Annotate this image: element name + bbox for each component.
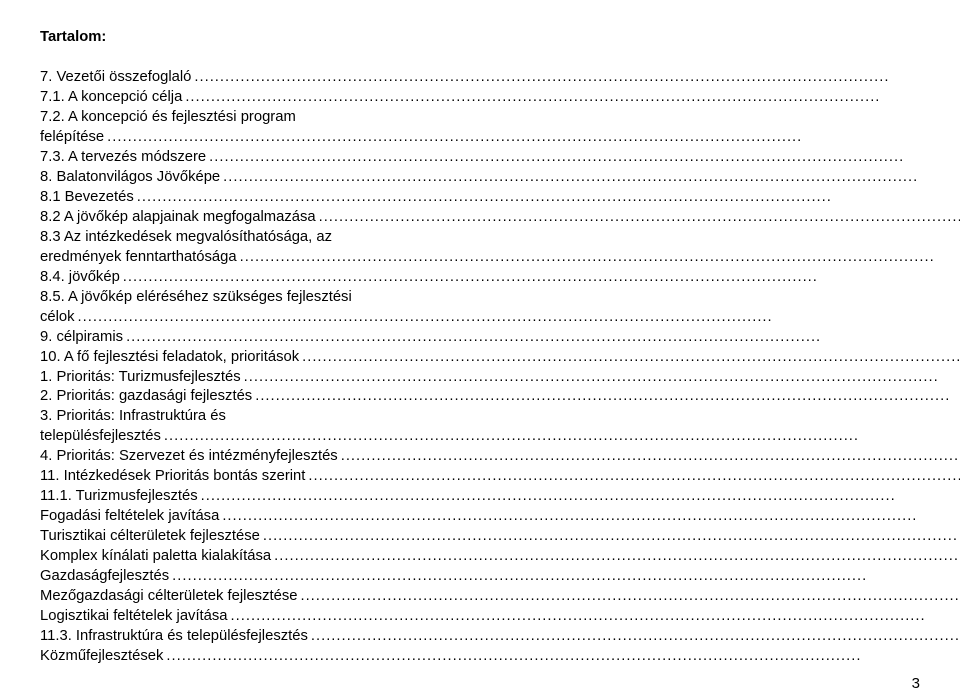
toc-label: településfejlesztés bbox=[40, 427, 161, 447]
toc-entry: 11.1. Turizmusfejlesztés19 bbox=[40, 487, 960, 507]
toc-dots bbox=[240, 248, 960, 268]
document-page: Tartalom: 7. Vezetői összefoglaló47.1. A… bbox=[0, 0, 960, 669]
toc-heading: Tartalom: bbox=[40, 28, 960, 48]
toc-entry: 7.3. A tervezés módszere5 bbox=[40, 148, 960, 168]
toc-label: felépítése bbox=[40, 128, 104, 148]
toc-label: 1. Prioritás: Turizmusfejlesztés bbox=[40, 368, 241, 388]
toc-dots bbox=[263, 527, 960, 547]
toc-entry: 8.4. jövőkép8 bbox=[40, 268, 960, 288]
toc-entry: Közműfejlesztések32 bbox=[40, 647, 960, 667]
toc-label: célok bbox=[40, 308, 75, 328]
toc-entry: 8.3 Az intézkedések megvalósíthatósága, … bbox=[40, 228, 960, 248]
toc-dots bbox=[274, 547, 960, 567]
toc-dots bbox=[300, 587, 960, 607]
toc-dots bbox=[185, 88, 960, 108]
toc-dots bbox=[255, 387, 960, 407]
toc-label: 7.1. A koncepció célja bbox=[40, 88, 182, 108]
toc-dots bbox=[308, 467, 960, 487]
toc-entry: célok8 bbox=[40, 308, 960, 328]
toc-label: Mezőgazdasági célterületek fejlesztése bbox=[40, 587, 297, 607]
toc-label: eredmények fenntarthatósága bbox=[40, 248, 237, 268]
toc-entry: 1. Prioritás: Turizmusfejlesztés11 bbox=[40, 368, 960, 388]
toc-dots bbox=[222, 507, 960, 527]
toc-dots bbox=[302, 348, 960, 368]
toc-label: Komplex kínálati paletta kialakítása bbox=[40, 547, 271, 567]
toc-label: 9. célpiramis bbox=[40, 328, 123, 348]
toc-label: 8.4. jövőkép bbox=[40, 268, 120, 288]
toc-dots bbox=[244, 368, 960, 388]
page-number: 3 bbox=[40, 667, 920, 692]
toc-entry: 8.5. A jövőkép eléréséhez szükséges fejl… bbox=[40, 288, 960, 308]
toc-entry: Logisztikai feltételek javítása30 bbox=[40, 607, 960, 627]
toc-entry: Komplex kínálati paletta kialakítása26 bbox=[40, 547, 960, 567]
toc-entry: 10. A fő fejlesztési feladatok, prioritá… bbox=[40, 348, 960, 368]
toc-entry: 2. Prioritás: gazdasági fejlesztés12 bbox=[40, 387, 960, 407]
toc-label: 8.5. A jövőkép eléréséhez szükséges fejl… bbox=[40, 288, 352, 308]
toc-entry: 7.2. A koncepció és fejlesztési program bbox=[40, 108, 960, 128]
toc-entry: 3. Prioritás: Infrastruktúra és bbox=[40, 407, 960, 427]
toc-label: Fogadási feltételek javítása bbox=[40, 507, 219, 527]
toc-entry: településfejlesztés12 bbox=[40, 427, 960, 447]
toc-dots bbox=[78, 308, 960, 328]
toc-dots bbox=[231, 607, 960, 627]
toc-dots bbox=[126, 328, 960, 348]
toc-entry: eredmények fenntarthatósága8 bbox=[40, 248, 960, 268]
toc-dots bbox=[223, 168, 960, 188]
toc-dots bbox=[166, 647, 960, 667]
toc-entry: Fogadási feltételek javítása19 bbox=[40, 507, 960, 527]
toc-label: 11. Intézkedések Prioritás bontás szerin… bbox=[40, 467, 305, 487]
toc-dots bbox=[201, 487, 960, 507]
toc-entry: 7. Vezetői összefoglaló4 bbox=[40, 68, 960, 88]
toc-dots bbox=[194, 68, 960, 88]
toc-label: 11.3. Infrastruktúra és településfejlesz… bbox=[40, 627, 308, 647]
toc-label: 8.2 A jövőkép alapjainak megfogalmazása bbox=[40, 208, 316, 228]
toc-label: 7.3. A tervezés módszere bbox=[40, 148, 206, 168]
toc-dots bbox=[137, 188, 960, 208]
toc-entry: Turisztikai célterületek fejlesztése22 bbox=[40, 527, 960, 547]
toc-dots bbox=[311, 627, 960, 647]
toc-label: 2. Prioritás: gazdasági fejlesztés bbox=[40, 387, 252, 407]
toc-label: 11.1. Turizmusfejlesztés bbox=[40, 487, 198, 507]
toc-label: 10. A fő fejlesztési feladatok, prioritá… bbox=[40, 348, 299, 368]
toc-dots bbox=[164, 427, 960, 447]
toc-entry: felépítése5 bbox=[40, 128, 960, 148]
toc-entry: Gazdaságfejlesztés28 bbox=[40, 567, 960, 587]
toc-entry: 7.1. A koncepció célja4 bbox=[40, 88, 960, 108]
toc-label: 7. Vezetői összefoglaló bbox=[40, 68, 191, 88]
toc-dots bbox=[341, 447, 960, 467]
toc-label: Turisztikai célterületek fejlesztése bbox=[40, 527, 260, 547]
toc-entry: 8.2 A jövőkép alapjainak megfogalmazása7 bbox=[40, 208, 960, 228]
toc-dots bbox=[209, 148, 960, 168]
toc-dots bbox=[172, 567, 960, 587]
toc-label: Logisztikai feltételek javítása bbox=[40, 607, 228, 627]
toc-columns: Tartalom: 7. Vezetői összefoglaló47.1. A… bbox=[40, 28, 920, 667]
toc-dots bbox=[123, 268, 960, 288]
toc-label: Gazdaságfejlesztés bbox=[40, 567, 169, 587]
toc-label: 3. Prioritás: Infrastruktúra és bbox=[40, 407, 226, 427]
toc-entry: 8.1 Bevezetés7 bbox=[40, 188, 960, 208]
toc-entry: 9. célpiramis10 bbox=[40, 328, 960, 348]
toc-label: Közműfejlesztések bbox=[40, 647, 163, 667]
toc-entry: 11.3. Infrastruktúra és településfejlesz… bbox=[40, 627, 960, 647]
toc-column-left: Tartalom: 7. Vezetői összefoglaló47.1. A… bbox=[40, 28, 960, 667]
toc-entry: 8. Balatonvilágos Jövőképe7 bbox=[40, 168, 960, 188]
toc-label: 7.2. A koncepció és fejlesztési program bbox=[40, 108, 296, 128]
toc-entry: 4. Prioritás: Szervezet és intézményfejl… bbox=[40, 447, 960, 467]
toc-label: 4. Prioritás: Szervezet és intézményfejl… bbox=[40, 447, 338, 467]
toc-entry: 11. Intézkedések Prioritás bontás szerin… bbox=[40, 467, 960, 487]
toc-label: 8.1 Bevezetés bbox=[40, 188, 134, 208]
toc-dots bbox=[107, 128, 960, 148]
toc-label: 8. Balatonvilágos Jövőképe bbox=[40, 168, 220, 188]
toc-entry: Mezőgazdasági célterületek fejlesztése28 bbox=[40, 587, 960, 607]
toc-dots bbox=[319, 208, 960, 228]
toc-label: 8.3 Az intézkedések megvalósíthatósága, … bbox=[40, 228, 332, 248]
